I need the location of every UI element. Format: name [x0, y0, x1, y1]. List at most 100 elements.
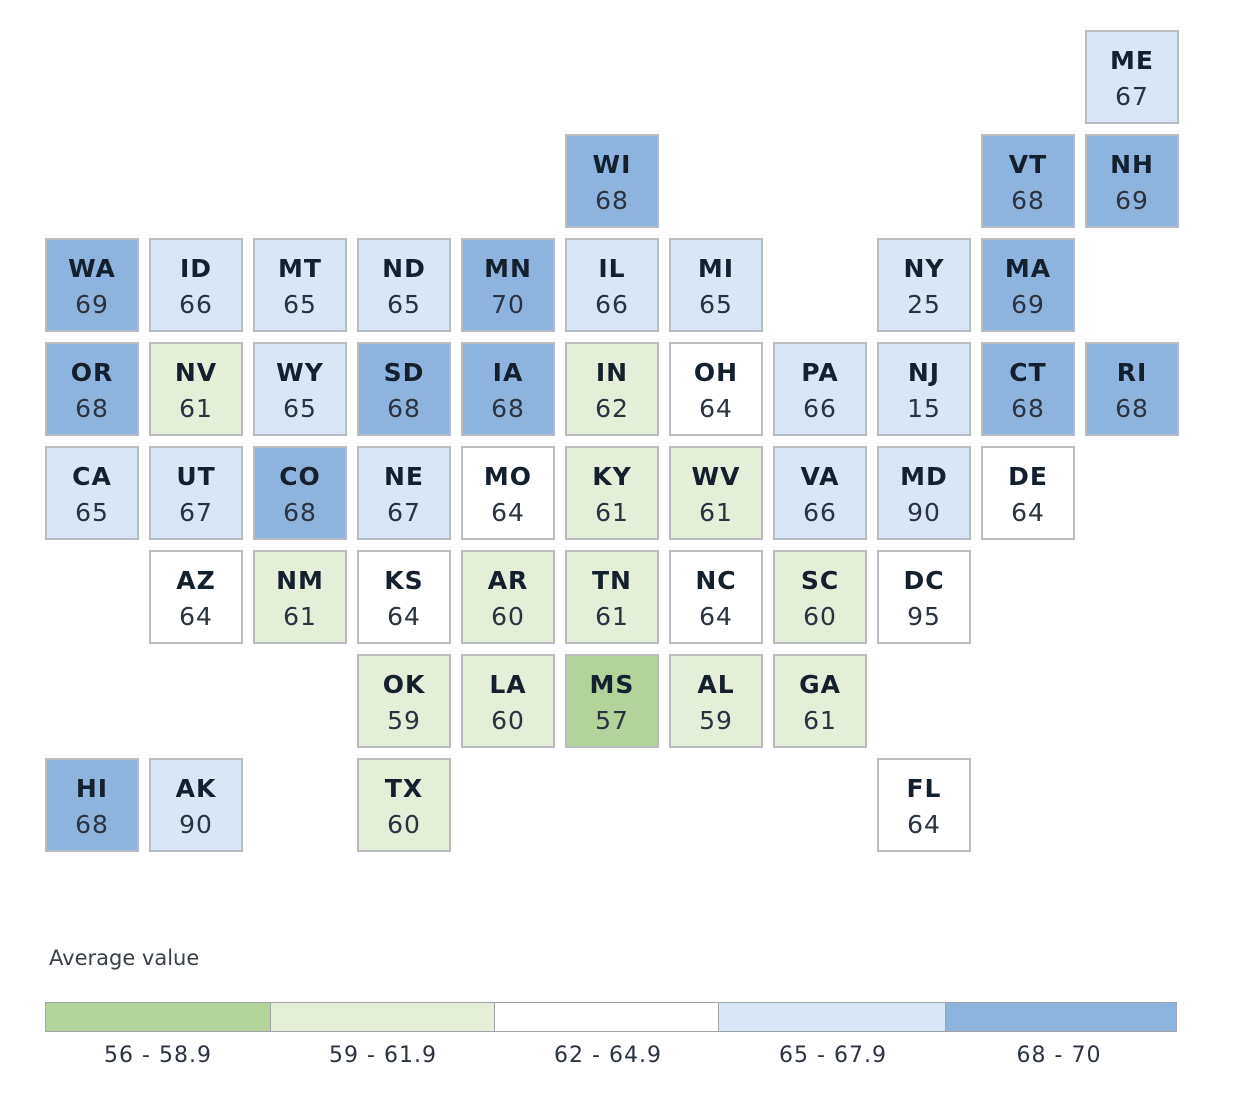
- state-tile-pa: PA 66: [773, 342, 867, 436]
- state-tile-sc: SC 60: [773, 550, 867, 644]
- state-value: 68: [1011, 394, 1045, 423]
- state-value: 68: [283, 498, 317, 527]
- state-value: 90: [907, 498, 941, 527]
- state-abbreviation: ND: [382, 254, 426, 283]
- state-tile-ia: IA 68: [461, 342, 555, 436]
- state-abbreviation: NM: [276, 566, 324, 595]
- state-abbreviation: CA: [72, 462, 112, 491]
- state-abbreviation: MN: [484, 254, 532, 283]
- state-tile-nh: NH 69: [1085, 134, 1179, 228]
- state-value: 95: [907, 602, 941, 631]
- state-tile-id: ID 66: [149, 238, 243, 332]
- state-abbreviation: DE: [1008, 462, 1048, 491]
- state-abbreviation: AL: [697, 670, 735, 699]
- state-tile-va: VA 66: [773, 446, 867, 540]
- state-abbreviation: RI: [1116, 358, 1148, 387]
- state-abbreviation: ID: [179, 254, 213, 283]
- state-abbreviation: IN: [595, 358, 629, 387]
- state-tile-ak: AK 90: [149, 758, 243, 852]
- state-value: 59: [387, 706, 421, 735]
- state-abbreviation: VT: [1008, 150, 1048, 179]
- state-tile-oh: OH 64: [669, 342, 763, 436]
- state-tile-ne: NE 67: [357, 446, 451, 540]
- tile-grid-map: ME 67 WI 68 VT 68 NH 69 WA 69 ID 66 MT 65 ND 65 MN 70 IL 66…: [45, 30, 1179, 852]
- state-value: 61: [595, 602, 629, 631]
- state-tile-mt: MT 65: [253, 238, 347, 332]
- state-abbreviation: OH: [693, 358, 739, 387]
- state-tile-ms: MS 57: [565, 654, 659, 748]
- state-value: 69: [1115, 186, 1149, 215]
- state-abbreviation: LA: [489, 670, 527, 699]
- state-abbreviation: ME: [1110, 46, 1154, 75]
- state-abbreviation: HI: [75, 774, 109, 803]
- state-value: 61: [595, 498, 629, 527]
- state-value: 66: [803, 498, 837, 527]
- state-tile-ny: NY 25: [877, 238, 971, 332]
- state-abbreviation: WY: [276, 358, 324, 387]
- state-tile-ct: CT 68: [981, 342, 1075, 436]
- state-tile-la: LA 60: [461, 654, 555, 748]
- state-abbreviation: MS: [589, 670, 635, 699]
- state-value: 62: [595, 394, 629, 423]
- state-tile-nm: NM 61: [253, 550, 347, 644]
- state-tile-ky: KY 61: [565, 446, 659, 540]
- state-abbreviation: KS: [384, 566, 424, 595]
- state-abbreviation: FL: [906, 774, 942, 803]
- state-abbreviation: WI: [592, 150, 632, 179]
- state-value: 61: [283, 602, 317, 631]
- state-abbreviation: NV: [174, 358, 218, 387]
- state-abbreviation: NY: [903, 254, 945, 283]
- state-abbreviation: MI: [697, 254, 735, 283]
- legend-label-5: 68 - 70: [1016, 1043, 1102, 1068]
- state-tile-ok: OK 59: [357, 654, 451, 748]
- state-tile-wy: WY 65: [253, 342, 347, 436]
- state-value: 68: [595, 186, 629, 215]
- state-abbreviation: MA: [1004, 254, 1052, 283]
- state-tile-nv: NV 61: [149, 342, 243, 436]
- state-value: 66: [595, 290, 629, 319]
- state-tile-tx: TX 60: [357, 758, 451, 852]
- state-value: 68: [75, 394, 109, 423]
- state-abbreviation: KY: [592, 462, 632, 491]
- legend-swatch-2: [270, 1003, 496, 1031]
- state-abbreviation: NC: [695, 566, 737, 595]
- state-tile-ca: CA 65: [45, 446, 139, 540]
- state-tile-wi: WI 68: [565, 134, 659, 228]
- state-tile-or: OR 68: [45, 342, 139, 436]
- state-tile-ks: KS 64: [357, 550, 451, 644]
- state-tile-wa: WA 69: [45, 238, 139, 332]
- legend-swatch-3: [495, 1003, 719, 1031]
- state-value: 64: [179, 602, 213, 631]
- state-value: 64: [491, 498, 525, 527]
- legend-title: Average value: [49, 946, 200, 970]
- state-tile-ut: UT 67: [149, 446, 243, 540]
- state-value: 67: [387, 498, 421, 527]
- state-value: 69: [1011, 290, 1045, 319]
- state-abbreviation: CT: [1009, 358, 1047, 387]
- state-value: 65: [283, 290, 317, 319]
- state-tile-hi: HI 68: [45, 758, 139, 852]
- state-abbreviation: GA: [799, 670, 841, 699]
- state-value: 65: [699, 290, 733, 319]
- state-abbreviation: OR: [70, 358, 114, 387]
- state-value: 69: [75, 290, 109, 319]
- state-abbreviation: TX: [384, 774, 424, 803]
- state-value: 64: [907, 810, 941, 839]
- state-value: 64: [387, 602, 421, 631]
- state-tile-ar: AR 60: [461, 550, 555, 644]
- legend-label-1: 56 - 58.9: [104, 1043, 212, 1068]
- state-abbreviation: SD: [383, 358, 425, 387]
- state-tile-al: AL 59: [669, 654, 763, 748]
- state-abbreviation: MO: [483, 462, 533, 491]
- state-value: 68: [1115, 394, 1149, 423]
- legend-label-2: 59 - 61.9: [329, 1043, 437, 1068]
- state-abbreviation: PA: [801, 358, 839, 387]
- state-tile-mn: MN 70: [461, 238, 555, 332]
- state-value: 61: [803, 706, 837, 735]
- state-abbreviation: MT: [278, 254, 322, 283]
- state-tile-fl: FL 64: [877, 758, 971, 852]
- state-tile-ga: GA 61: [773, 654, 867, 748]
- state-abbreviation: NE: [383, 462, 424, 491]
- state-value: 65: [75, 498, 109, 527]
- state-tile-ri: RI 68: [1085, 342, 1179, 436]
